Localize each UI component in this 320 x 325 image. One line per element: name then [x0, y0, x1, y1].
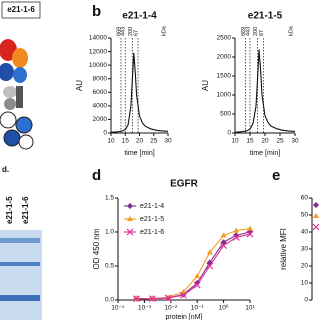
- marker-label: 669: [241, 27, 247, 36]
- x-tick-label: 10⁻¹: [191, 305, 205, 312]
- x-tick-label: 20: [261, 138, 269, 145]
- diagram-label: e21-1-6: [7, 5, 35, 14]
- lane-label: e21-1-5: [5, 196, 14, 224]
- marker-label: 67: [134, 30, 140, 36]
- x-tick-label: 10: [107, 138, 115, 145]
- gel-partial-label: d.: [2, 165, 9, 174]
- point: [206, 249, 213, 255]
- chart-title: EGFR: [170, 179, 199, 190]
- x-tick-label: 10¹: [245, 305, 255, 312]
- y-tick-label: 10: [301, 280, 309, 287]
- x-tick-label: 30: [164, 138, 172, 145]
- legend-label: e21-1-4: [140, 203, 164, 210]
- point: [164, 294, 172, 302]
- y-tick-label: 4000: [93, 103, 108, 110]
- point: [246, 230, 254, 238]
- legend-label: e21-1-6: [140, 229, 164, 236]
- y-axis-label: AU: [75, 80, 84, 91]
- point: [193, 281, 201, 289]
- panel-e-legend: [312, 202, 320, 231]
- chart-title: e21-1-5: [248, 11, 283, 22]
- legend-marker: [126, 228, 134, 236]
- point: [194, 273, 201, 279]
- x-tick-label: 10⁻³: [138, 305, 152, 312]
- y-tick-label: 1000: [217, 92, 232, 99]
- y-axis-label: relative MFI: [279, 228, 288, 270]
- y-tick-label: 1.0: [105, 229, 114, 236]
- y-tick-label: 6000: [93, 89, 108, 96]
- point: [148, 295, 156, 303]
- y-tick-label: 12000: [89, 48, 107, 55]
- point: [194, 280, 201, 286]
- series-line: [234, 49, 296, 133]
- x-tick-label: 25: [150, 138, 158, 145]
- y-tick-label: 500: [220, 111, 231, 118]
- y-tick-label: 0.5: [105, 263, 114, 270]
- point: [220, 232, 227, 238]
- point: [232, 234, 240, 241]
- y-tick-label: 50: [301, 212, 309, 219]
- marker-label: 669: [116, 27, 122, 36]
- marker-label: 443: [245, 27, 251, 36]
- point: [233, 227, 240, 233]
- x-tick-label: 15: [246, 138, 254, 145]
- x-axis-label: time [min]: [250, 150, 280, 157]
- marker-label: 200: [128, 27, 134, 36]
- y-tick-label: 40: [301, 229, 309, 236]
- chart-title: e21-1-4: [122, 11, 157, 22]
- x-tick-label: 10⁻²: [164, 305, 178, 312]
- y-tick-label: 1500: [217, 73, 232, 80]
- panel-letter: b: [92, 3, 101, 20]
- x-axis-label: protein [nM]: [166, 314, 203, 320]
- lane-label: e21-1-6: [21, 196, 30, 224]
- panel-letter: e: [272, 167, 280, 184]
- y-tick-label: 0: [304, 297, 308, 304]
- point: [220, 242, 228, 250]
- y-tick-label: 60: [301, 195, 309, 202]
- x-axis-label: time [min]: [124, 150, 154, 157]
- y-tick-label: 30: [301, 246, 309, 253]
- series-line: [110, 52, 169, 133]
- point: [180, 288, 187, 294]
- legend-marker: [127, 203, 133, 209]
- point: [133, 295, 140, 303]
- marker-label: 67: [259, 30, 265, 36]
- panel-letter: d: [92, 167, 101, 184]
- y-tick-label: 10000: [89, 62, 107, 69]
- legend-label: e21-1-5: [140, 216, 164, 223]
- y-axis-label: OD 450 nm: [92, 228, 101, 269]
- marker-label: 443: [121, 27, 127, 36]
- y-tick-label: 14000: [89, 35, 107, 42]
- gel: d. e21-1-5 e21-1-6: [0, 165, 42, 320]
- y-tick-label: 2000: [217, 54, 232, 61]
- y-tick-label: 0: [103, 130, 107, 137]
- marker-unit: kDa: [161, 25, 167, 36]
- x-tick-label: 10⁻⁴: [111, 305, 125, 312]
- x-tick-label: 30: [291, 138, 299, 145]
- x-tick-label: 15: [122, 138, 130, 145]
- point: [247, 225, 253, 231]
- series-line: [136, 233, 251, 300]
- point: [206, 262, 214, 270]
- y-tick-label: 2500: [217, 35, 232, 42]
- marker-unit: kDa: [288, 25, 294, 36]
- y-tick-label: 20: [301, 263, 309, 270]
- y-axis-label: AU: [201, 80, 210, 91]
- y-tick-label: 0.0: [105, 297, 114, 304]
- y-tick-label: 1.5: [105, 195, 114, 202]
- antibody-diagram: e21-1-6: [0, 1, 41, 150]
- legend-marker: [127, 216, 133, 221]
- x-tick-label: 20: [136, 138, 144, 145]
- y-tick-label: 0: [227, 130, 231, 137]
- y-tick-label: 8000: [93, 75, 108, 82]
- marker-label: 200: [253, 27, 259, 36]
- x-tick-label: 25: [276, 138, 284, 145]
- y-tick-label: 2000: [93, 116, 108, 123]
- x-tick-label: 10⁰: [219, 304, 229, 312]
- point: [179, 291, 187, 299]
- x-tick-label: 10: [231, 138, 239, 145]
